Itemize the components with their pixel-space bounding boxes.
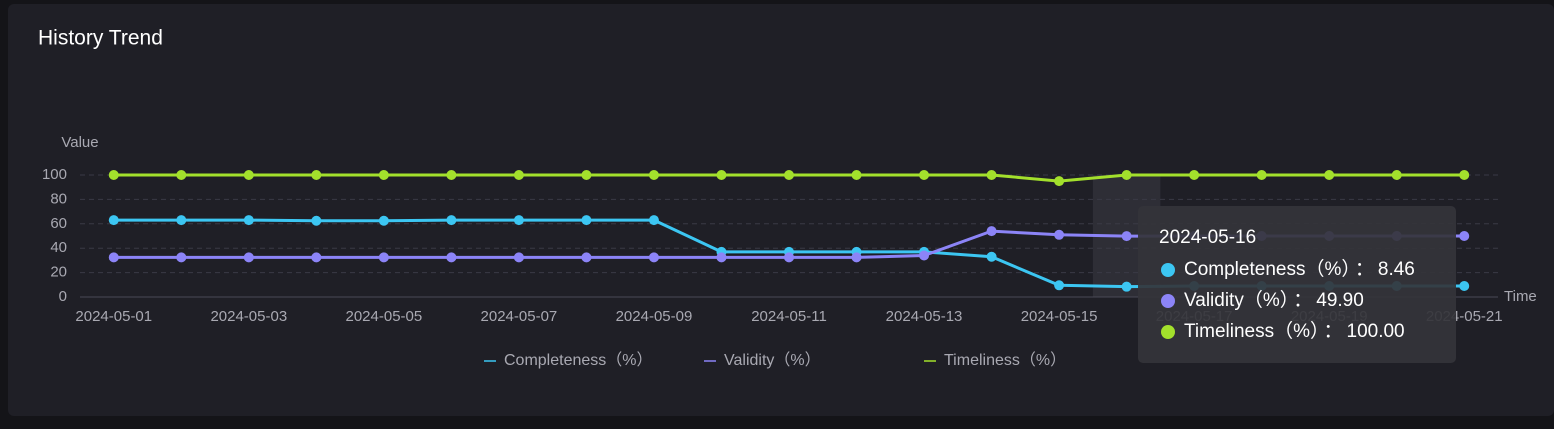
y-tick-label: 0	[59, 288, 67, 305]
tooltip-separator: ：	[1355, 259, 1374, 280]
data-point	[784, 170, 794, 180]
data-point	[581, 252, 592, 263]
data-point	[1121, 170, 1132, 180]
data-point	[986, 170, 997, 180]
tooltip-separator: ：	[1324, 321, 1343, 342]
data-point	[581, 215, 592, 226]
tooltip-value: 100.00	[1347, 321, 1405, 342]
data-point	[311, 170, 322, 180]
x-axis-label: Time	[1504, 288, 1537, 305]
tooltip-box	[1138, 206, 1456, 363]
data-point	[1256, 170, 1267, 180]
data-point	[378, 252, 389, 263]
tooltip-row: Validity（%）： 49.90	[1184, 289, 1364, 311]
x-tick-label: 2024-05-11	[751, 308, 827, 325]
data-point	[716, 252, 727, 263]
data-point	[446, 170, 457, 180]
data-point	[108, 252, 119, 263]
data-point	[513, 170, 524, 180]
chart-title: History Trend	[38, 27, 163, 50]
data-point	[1459, 281, 1470, 292]
data-point	[446, 215, 457, 226]
data-point	[1189, 170, 1200, 180]
data-point	[1054, 176, 1065, 187]
data-point	[513, 215, 524, 226]
y-tick-label: 80	[50, 190, 67, 207]
data-point	[919, 170, 930, 180]
data-point	[311, 252, 322, 263]
data-point	[378, 170, 389, 180]
x-tick-label: 2024-05-13	[886, 308, 963, 325]
x-tick-label: 2024-05-15	[1021, 308, 1098, 325]
tooltip-title: 2024-05-16	[1159, 227, 1256, 248]
legend-label: Completeness（%）	[504, 351, 653, 369]
data-point	[176, 252, 187, 263]
tooltip-row: Timeliness（%）： 100.00	[1184, 320, 1405, 342]
x-tick-label: 2024-05-01	[75, 308, 152, 325]
x-tick-label: 2024-05-05	[345, 308, 422, 325]
data-point	[1054, 229, 1065, 240]
data-point	[581, 170, 592, 180]
data-point	[1391, 170, 1402, 180]
data-point	[648, 252, 659, 263]
tooltip-row: Completeness（%）： 8.46	[1184, 258, 1415, 280]
tooltip-value: 49.90	[1316, 290, 1364, 311]
data-point	[1459, 231, 1470, 241]
data-point	[1121, 231, 1132, 242]
data-point	[311, 215, 322, 226]
tooltip-marker	[1161, 263, 1175, 277]
data-point	[243, 170, 254, 180]
x-tick-label: 2024-05-09	[616, 308, 693, 325]
data-point	[108, 170, 119, 180]
data-point	[648, 170, 659, 180]
data-point	[986, 251, 997, 262]
data-point	[986, 226, 997, 237]
data-point	[176, 170, 187, 180]
tooltip-separator: ：	[1293, 290, 1312, 311]
data-point	[716, 170, 727, 180]
tooltip-marker	[1161, 325, 1175, 339]
tooltip-series-name: Validity（%）	[1184, 289, 1289, 311]
y-tick-label: 60	[50, 215, 67, 232]
legend-label: Validity（%）	[724, 351, 821, 369]
x-tick-label: 2024-05-07	[481, 308, 558, 325]
data-point	[919, 250, 930, 261]
data-point	[1324, 170, 1335, 180]
data-point	[108, 215, 119, 226]
data-point	[1054, 280, 1065, 291]
tooltip-marker	[1161, 294, 1175, 308]
data-point	[1121, 281, 1132, 292]
y-axis-label: Value	[61, 134, 98, 151]
y-tick-label: 100	[42, 166, 67, 183]
tooltip-series-name: Timeliness（%）	[1184, 320, 1320, 342]
data-point	[851, 170, 862, 180]
legend-label: Timeliness（%）	[944, 351, 1066, 369]
data-point	[851, 252, 862, 263]
data-point	[1459, 170, 1470, 180]
data-point	[243, 252, 254, 263]
tooltip-value: 8.46	[1378, 259, 1415, 280]
data-point	[243, 215, 254, 226]
data-point	[446, 252, 457, 263]
data-point	[784, 252, 794, 263]
y-tick-label: 40	[50, 239, 67, 256]
data-point	[513, 252, 524, 263]
data-point	[176, 215, 187, 226]
data-point	[378, 215, 389, 226]
y-tick-label: 20	[50, 264, 67, 281]
x-tick-label: 2024-05-03	[210, 308, 287, 325]
data-point	[648, 215, 659, 226]
tooltip-series-name: Completeness（%）	[1184, 258, 1351, 280]
